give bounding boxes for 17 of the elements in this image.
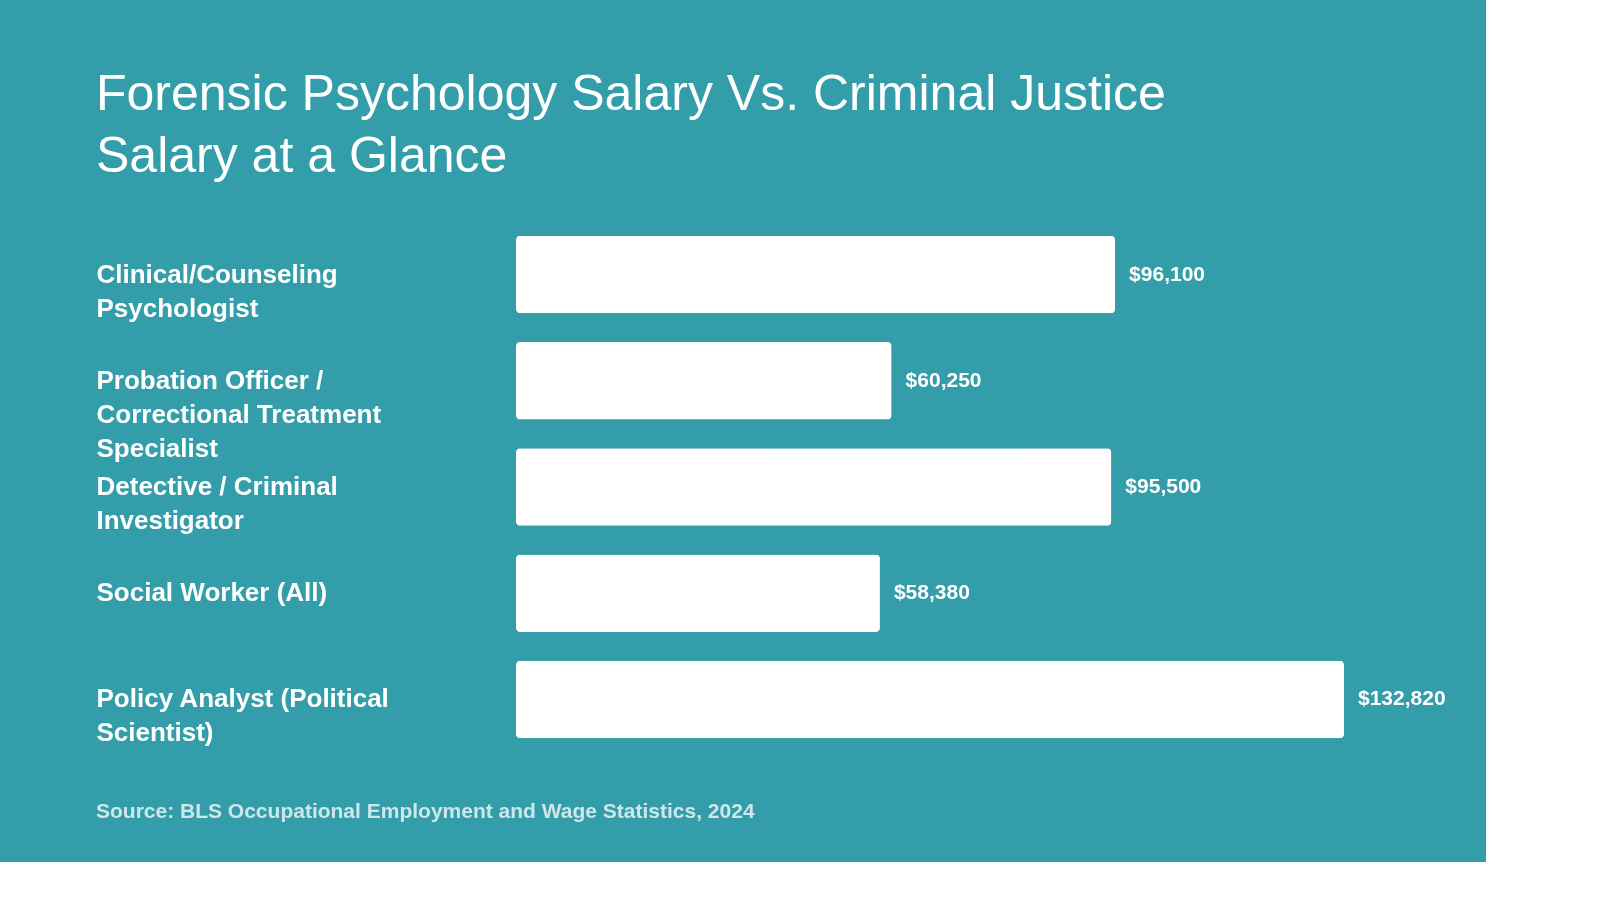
data-label: $95,500 (1125, 474, 1202, 497)
bar (516, 235, 1116, 314)
y-tick-label: Social Worker (All) (96, 577, 328, 608)
data-label: $96,100 (1129, 261, 1206, 285)
bar (516, 342, 892, 420)
y-tick-label: Detective / Criminal Investigator (96, 471, 338, 535)
data-label: $132,820 (1358, 686, 1446, 710)
data-label: $60,250 (905, 367, 982, 391)
source-note: Source: BLS Occupational Employment and Wage Statistics, 2024 (96, 799, 755, 822)
data-label: $58,380 (893, 580, 970, 604)
y-tick-label: Probation Officer / Correctional Treatment Specialist (96, 364, 382, 463)
bar (516, 660, 1344, 739)
y-tick-label: Policy Analyst (Political Scientist) (96, 683, 389, 748)
chart-title: Forensic Psychology Salary Vs. Criminal Justice Salary at a Glance (96, 65, 1166, 183)
y-tick-label: Clinical/Counseling Psychologist (96, 258, 338, 323)
bar (516, 448, 1112, 526)
bar (516, 554, 880, 632)
